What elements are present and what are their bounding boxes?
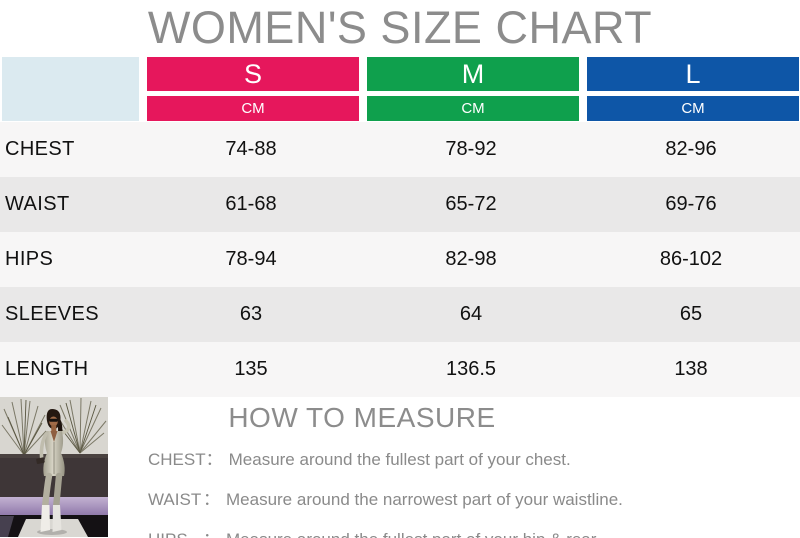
cell-value: 69-76 (665, 193, 717, 215)
measure-label: HIPS (148, 530, 203, 538)
size-table-body: CHEST 74-88 78-92 82-96 WAIST 61-68 65-7… (0, 122, 800, 397)
measure-separator: ： (203, 490, 220, 509)
table-row-waist: WAIST 61-68 65-72 69-76 (0, 177, 800, 232)
measure-line-chest: CHEST： Measure around the fullest part of… (148, 445, 616, 470)
unit-cell-m: CM (367, 96, 579, 121)
unit-cell-s: CM (147, 96, 359, 121)
row-label: HIPS (5, 248, 54, 270)
row-label: WAIST (5, 193, 70, 215)
row-label: CHEST (5, 138, 75, 160)
row-label: SLEEVES (5, 303, 99, 325)
cell-value: 78-94 (225, 248, 277, 270)
size-header-l: L (587, 57, 799, 91)
cell-value: 63 (239, 303, 263, 325)
measure-line-hips: HIPS： Measure around the fullest part of … (148, 525, 616, 538)
cell-value: 65-72 (445, 193, 497, 215)
table-row-sleeves: SLEEVES 63 64 65 (0, 287, 800, 342)
cell-value: 82-98 (445, 248, 497, 270)
size-table-header: S M L CM CM CM (0, 57, 800, 121)
measure-instructions: HOW TO MEASURE CHEST： Measure around the … (108, 397, 623, 538)
cell-value: 65 (679, 303, 703, 325)
table-row-hips: HIPS 78-94 82-98 86-102 (0, 232, 800, 287)
measure-line-waist: WAIST： Measure around the narrowest part … (148, 485, 623, 510)
measure-label: CHEST (148, 450, 206, 469)
table-row-length: LENGTH 135 136.5 138 (0, 342, 800, 397)
measure-text: Measure around the narrowest part of you… (226, 490, 623, 509)
unit-cell-l: CM (587, 96, 799, 121)
cell-value: 74-88 (225, 138, 277, 160)
page-title: WOMEN'S SIZE CHART (147, 2, 653, 53)
measure-label: WAIST (148, 490, 202, 509)
cell-value: 61-68 (225, 193, 277, 215)
table-row-chest: CHEST 74-88 78-92 82-96 (0, 122, 800, 177)
model-photo (0, 397, 108, 537)
measure-separator: ： (203, 525, 220, 538)
cell-value: 138 (674, 358, 708, 380)
row-label: LENGTH (5, 358, 89, 380)
measure-text: Measure around the fullest part of your … (226, 530, 600, 538)
measure-text: Measure around the fullest part of your … (228, 450, 571, 469)
corner-cell (2, 57, 139, 121)
size-header-s: S (147, 57, 359, 91)
cell-value: 64 (459, 303, 483, 325)
how-to-measure-section: HOW TO MEASURE CHEST： Measure around the … (0, 397, 800, 538)
how-to-measure-heading: HOW TO MEASURE (228, 402, 496, 433)
measure-separator: ： (205, 450, 223, 469)
size-header-m: M (367, 57, 579, 91)
cell-value: 135 (234, 358, 268, 380)
cell-value: 136.5 (445, 358, 497, 380)
cell-value: 82-96 (665, 138, 717, 160)
cell-value: 86-102 (659, 248, 723, 270)
cell-value: 78-92 (445, 138, 497, 160)
